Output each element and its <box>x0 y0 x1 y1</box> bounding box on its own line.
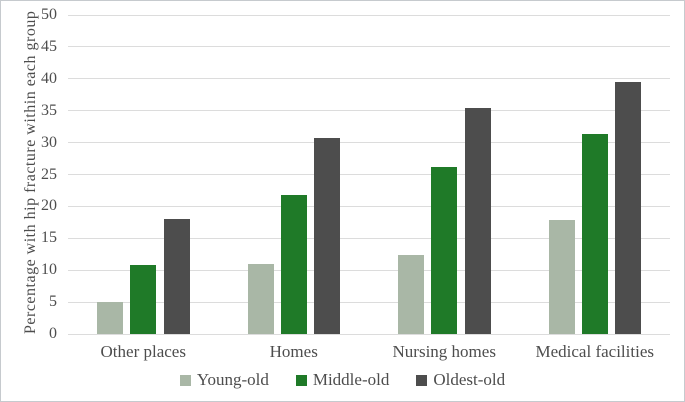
x-category-label-nursing-homes: Nursing homes <box>392 342 496 361</box>
bar-homes-middle-old <box>280 194 307 334</box>
bar-nursing-homes-young-old <box>398 254 425 334</box>
gridline-y30 <box>68 142 670 144</box>
gridline-y40 <box>68 78 670 80</box>
bar-other-places-middle-old <box>130 265 157 334</box>
y-tick-label-5: 5 <box>49 293 57 311</box>
y-tick-label-25: 25 <box>41 165 57 183</box>
x-category-label-medical-facilities: Medical facilities <box>535 342 654 361</box>
bar-homes-young-old <box>247 263 274 334</box>
gridline-y25 <box>68 174 670 175</box>
gridline-y45 <box>68 46 670 48</box>
legend-label: Oldest-old <box>433 370 506 389</box>
y-tick-label-30: 30 <box>41 133 57 151</box>
bar-nursing-homes-middle-old <box>431 166 458 334</box>
y-tick-label-0: 0 <box>49 325 57 342</box>
bar-other-places-young-old <box>97 302 124 334</box>
x-category-label-homes: Homes <box>269 342 318 361</box>
legend-label: Young-old <box>196 370 269 389</box>
legend-label: Middle-old <box>312 370 390 389</box>
legend: Young-old Middle-old Oldest-old <box>1 370 684 390</box>
legend-swatch-icon <box>416 374 428 386</box>
gridline-y20 <box>68 205 670 207</box>
gridline-y10 <box>68 269 670 271</box>
x-category-label-other-places: Other places <box>100 342 186 361</box>
gridline-y15 <box>68 237 670 239</box>
y-tick-label-45: 45 <box>41 37 57 55</box>
bar-nursing-homes-oldest-old <box>464 108 491 334</box>
plot-area <box>68 14 670 335</box>
y-tick-label-50: 50 <box>41 6 57 23</box>
gridline-y50 <box>68 14 670 16</box>
gridline-y35 <box>68 110 670 112</box>
y-tick-label-35: 35 <box>41 101 57 119</box>
y-tick-label-40: 40 <box>41 69 57 87</box>
bar-medical-facilities-oldest-old <box>615 82 642 334</box>
bar-homes-oldest-old <box>314 137 341 334</box>
gridline-y0 <box>68 333 670 335</box>
y-tick-label-20: 20 <box>41 197 57 215</box>
bar-medical-facilities-young-old <box>548 219 575 334</box>
legend-item-middle-old: Middle-old <box>295 370 390 390</box>
legend-item-young-old: Young-old <box>179 370 269 390</box>
legend-swatch-icon <box>179 374 191 386</box>
y-tick-label-10: 10 <box>41 261 57 279</box>
bar-medical-facilities-middle-old <box>581 134 608 334</box>
bar-other-places-oldest-old <box>163 219 190 334</box>
gridline-y5 <box>68 301 670 303</box>
y-tick-label-15: 15 <box>41 229 57 247</box>
legend-item-oldest-old: Oldest-old <box>416 370 505 390</box>
legend-swatch-icon <box>295 374 307 386</box>
